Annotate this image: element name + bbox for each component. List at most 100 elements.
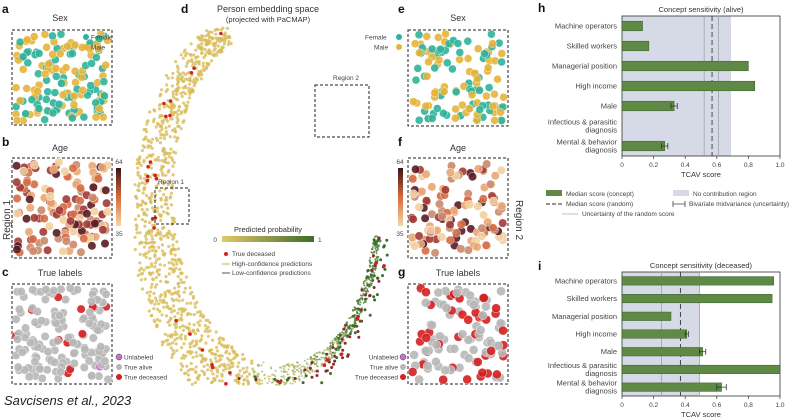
embedding-point [226,42,231,47]
embedding-point [145,155,149,160]
embedding-point [171,90,175,94]
deceased-point [228,371,232,375]
inset-point [16,287,26,296]
age-scale-f [398,168,403,226]
inset-point [421,298,431,308]
embedding-point [282,368,285,370]
embedding-point [177,285,181,289]
embedding-point [145,266,149,270]
embedding-point [182,356,186,360]
embedding-point [161,210,166,214]
inset-point [51,318,61,328]
embedding-point [207,349,212,353]
embedding-point [140,181,144,185]
inset-point [421,101,431,111]
embedding-point [299,364,302,366]
embedding-point [209,369,213,373]
inset-point [491,303,501,313]
embedding-point [229,41,233,46]
embedding-point [290,364,293,366]
inset-point [473,201,483,211]
embedding-point [283,383,286,386]
embedding-point [373,264,377,268]
embedding-point [171,341,175,345]
legend-unlabeled-g: Unlabeled [369,355,399,362]
embedding-point [241,367,245,371]
embedding-point [374,235,376,238]
deceased-point [151,216,155,221]
inset-point [451,113,460,123]
embedding-point [214,330,218,334]
embedding-point [173,333,177,337]
embedding-point [137,160,141,164]
embedding-point [280,366,283,369]
embedding-point [176,282,180,286]
embedding-point [250,359,254,363]
embedding-point [304,374,308,378]
embedding-point [194,48,198,52]
embedding-point [136,273,140,277]
embedding-point [329,342,332,345]
embedding-point [162,136,167,140]
embedding-point [145,291,149,295]
x-tick-label: 0 [620,162,624,169]
inset-point [420,213,430,223]
embedding-point [172,304,176,308]
embedding-point [143,234,147,238]
inset-point [468,345,479,355]
embedding-point [172,236,176,240]
inset-point [481,301,491,312]
embedding-point [292,370,295,373]
inset-point [488,223,498,233]
inset-point [19,65,28,74]
embedding-point [220,343,224,347]
embedding-point [181,56,185,60]
embedding-point [233,350,237,354]
embedding-point [184,92,188,96]
legend-male-marker-a [83,44,89,50]
embedding-point [172,309,176,313]
legend-median-concept: Median score (concept) [566,191,634,198]
inset-point [408,174,418,184]
embedding-point [366,269,370,273]
legend-deceased-c: True deceased [124,375,168,382]
inset-point [95,104,104,113]
embedding-point [283,377,286,380]
embedding-point [174,298,179,302]
embedding-point [179,333,184,337]
inset-point [415,48,424,57]
embedding-point [297,377,300,380]
embedding-point [181,324,185,328]
embedding-point [154,193,158,197]
inset-point [445,168,455,177]
embedding-point [135,158,140,162]
embedding-point [153,302,157,306]
embedding-point [169,191,173,195]
legend-unlabeled-marker-c [115,353,123,361]
panel-letter-a: a [2,2,9,16]
inset-point [56,49,65,58]
inset-point [414,202,424,212]
inset-point [79,363,89,372]
embedding-point [286,373,289,376]
embedding-point [201,64,205,68]
embedding-point [166,342,170,347]
inset-point [430,248,440,258]
embedding-point [298,367,301,370]
inset-point [441,303,452,313]
embedding-point [358,319,362,323]
inset-point [407,367,418,377]
embedding-point [261,382,263,385]
embedding-point [210,30,214,34]
embedding-point [357,307,361,311]
inset-point [40,332,50,341]
inset-point [473,357,483,367]
legend-median-random: Median score (random) [566,201,633,208]
embedding-point [150,248,155,253]
embedding-point [161,249,165,253]
embedding-point [365,277,368,280]
inset-point [453,39,463,48]
embedding-point [189,312,193,316]
embedding-point [332,339,334,342]
embedding-point [200,51,204,56]
